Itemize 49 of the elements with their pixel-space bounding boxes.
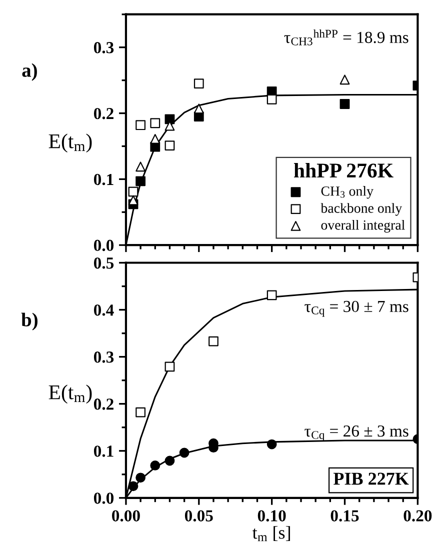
- y-tick-label: 0.3: [94, 352, 114, 363]
- x-tick-label: 0.10: [258, 510, 286, 522]
- point: [150, 460, 160, 470]
- point: [266, 94, 277, 104]
- y-tick-label: 0.2: [94, 398, 114, 410]
- point: [136, 176, 146, 186]
- point: [150, 118, 160, 128]
- point: [340, 99, 350, 109]
- point: [136, 407, 146, 418]
- annotation: PIB 227K: [334, 472, 409, 485]
- point: [128, 481, 138, 492]
- point: [164, 114, 175, 124]
- legend-title: hhPP 276K: [294, 162, 394, 178]
- legend-label: CH$_{3}$ only: [321, 186, 374, 199]
- point: [164, 456, 175, 466]
- y-tick-label: 0.0: [94, 240, 114, 252]
- point: [266, 290, 277, 300]
- y-tick-label: 0.4: [94, 304, 114, 316]
- point: [164, 140, 175, 150]
- y-tick-label: 0.1: [94, 174, 114, 186]
- point: [266, 439, 277, 450]
- annotation: τ$_{Cq}$ = 30 ± 7 ms: [304, 300, 408, 317]
- annotation: τ$_{CH3}$$^{hhPP}$ = 18.9 ms: [284, 29, 408, 46]
- y-tick-label: 0.0: [94, 492, 114, 504]
- point: [340, 74, 350, 85]
- y-axis-title: E(t$_{m}$): [48, 384, 92, 404]
- text: b): [21, 312, 38, 330]
- x-axis-title: t$_{m}$ [s]: [252, 526, 290, 542]
- point: [194, 78, 204, 89]
- y-tick-label: 0.5: [94, 257, 114, 269]
- x-tick-label: 0.05: [184, 510, 213, 522]
- y-tick-label: 0.1: [94, 446, 114, 457]
- x-tick-label: 0.20: [404, 510, 432, 522]
- point: [128, 195, 138, 206]
- legend-label: overall integral: [321, 220, 405, 233]
- y-tick-label: 0.2: [94, 108, 114, 120]
- point: [136, 120, 146, 130]
- y-tick-label: 0.3: [94, 42, 114, 54]
- y-axis-title: E(t$_{m}$): [48, 134, 92, 153]
- text: a): [22, 63, 37, 81]
- point: [136, 162, 146, 172]
- point: [128, 186, 138, 197]
- point: [136, 472, 146, 483]
- legend-label: backbone only: [320, 203, 402, 216]
- x-tick-label: 0.15: [330, 510, 359, 522]
- point: [208, 336, 218, 346]
- x-tick-label: 0.00: [112, 510, 140, 522]
- point: [179, 448, 190, 458]
- point: [164, 362, 175, 372]
